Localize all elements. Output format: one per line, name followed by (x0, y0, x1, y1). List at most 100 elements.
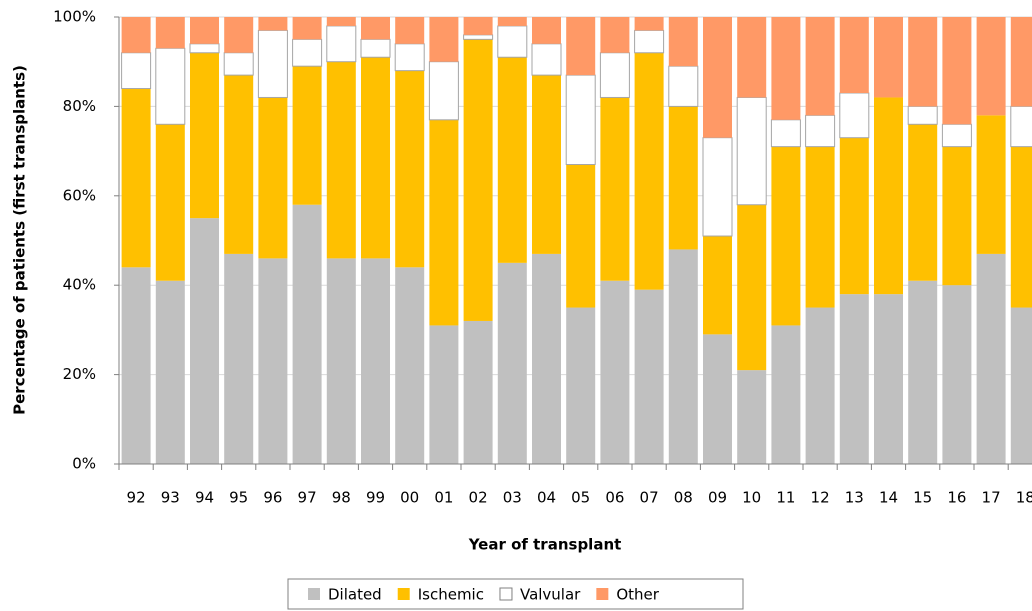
x-tick-label: 98 (332, 489, 351, 507)
x-tick-label: 09 (708, 489, 727, 507)
bar-segment (531, 43, 562, 76)
bar-segment (532, 17, 561, 44)
x-tick-label: 14 (879, 489, 898, 507)
legend-label: Ischemic (418, 586, 484, 604)
bar-segment (429, 17, 459, 62)
bar-segment (770, 119, 801, 148)
bar-segment (429, 119, 459, 326)
bar-segment (224, 253, 254, 464)
bar-segment (326, 17, 356, 26)
x-tick-label: 00 (400, 489, 419, 507)
x-axis-label: Year of transplant (468, 536, 622, 554)
bar-segment (155, 17, 185, 49)
bar-segment (224, 75, 254, 254)
bar-segment (1010, 146, 1032, 308)
bar-segment (361, 258, 390, 464)
x-tick-label: 18 (1016, 489, 1032, 507)
bar-segment (566, 164, 596, 308)
legend-label: Dilated (328, 586, 382, 604)
bar-segment (737, 17, 767, 98)
y-axis-label: Percentage of patients (first transplant… (11, 65, 29, 415)
bar-segment (599, 52, 630, 98)
bar-segment (805, 114, 836, 148)
legend-swatch (397, 588, 410, 600)
x-tick-label: 07 (640, 489, 659, 507)
y-tick-label: 60% (63, 186, 96, 204)
bar-segment (737, 204, 767, 371)
bar-segment (190, 17, 219, 44)
bar-segment (600, 280, 630, 464)
bar-segment (360, 38, 391, 58)
bar-segment (463, 320, 493, 464)
bar-segment (428, 61, 459, 121)
legend-swatch (499, 587, 513, 601)
bar-segment (874, 97, 903, 295)
x-tick-label: 11 (776, 489, 795, 507)
bar-segment (394, 43, 425, 72)
x-tick-label: 03 (503, 489, 522, 507)
bar-segment (565, 74, 596, 166)
bar-segment (292, 17, 322, 40)
bar-segment (155, 280, 185, 464)
bar-segment (908, 124, 938, 281)
bar-segment (703, 17, 732, 138)
x-tick-label: 06 (605, 489, 624, 507)
bar-segment (326, 258, 356, 464)
bar-segment (566, 17, 596, 76)
x-tick-label: 13 (845, 489, 864, 507)
legend-label: Valvular (520, 586, 581, 604)
bar-segment (668, 65, 699, 107)
x-tick-label: 10 (742, 489, 761, 507)
x-tick-label: 15 (913, 489, 932, 507)
bar-segment (839, 17, 869, 93)
bar-segment (737, 370, 767, 464)
y-tick-label: 100% (53, 8, 96, 26)
bar-segment (874, 17, 903, 98)
bar-segment (429, 325, 459, 464)
bar-segment (395, 70, 425, 268)
bar-segment (771, 146, 801, 326)
bar-segment (976, 253, 1006, 464)
x-tick-label: 92 (127, 489, 146, 507)
bar-segment (121, 52, 152, 90)
bar-segment (121, 267, 151, 464)
x-tick-label: 05 (571, 489, 590, 507)
x-tick-label: 94 (195, 489, 214, 507)
bar-segment (395, 17, 425, 44)
bar-segment (497, 25, 528, 58)
bar-segment (736, 96, 767, 206)
bar-segment (634, 17, 664, 31)
bar-segment (566, 307, 596, 464)
y-tick-label: 80% (63, 97, 96, 115)
bar-segment (668, 17, 698, 67)
bar-segment (155, 47, 186, 125)
bar-segment (292, 204, 322, 465)
legend-label: Other (616, 586, 659, 604)
bar-segment (942, 146, 972, 286)
bar-segment (497, 57, 527, 263)
bar-segment (805, 307, 835, 464)
bar-segment (190, 218, 219, 464)
bar-segment (941, 123, 972, 148)
bar-segment (223, 52, 254, 76)
bar-segment (292, 66, 322, 205)
bar-segment (463, 17, 493, 35)
bar-segment (497, 17, 527, 26)
x-tick-label: 97 (298, 489, 317, 507)
x-tick-label: 08 (674, 489, 693, 507)
x-tick-label: 99 (366, 489, 385, 507)
bar-segment (189, 43, 220, 54)
bar-segment (703, 334, 732, 464)
bar-segment (600, 97, 630, 281)
x-tick-label: 17 (982, 489, 1001, 507)
bar-segment (634, 52, 664, 290)
bar-segment (703, 236, 732, 335)
y-tick-label: 20% (63, 365, 96, 383)
y-tick-label: 40% (63, 276, 96, 294)
bar-segment (976, 115, 1006, 254)
x-tick-label: 95 (229, 489, 248, 507)
legend-swatch (308, 588, 320, 600)
bar-segment (258, 17, 288, 31)
legend-swatch (596, 588, 609, 600)
bar-segment (634, 289, 664, 464)
